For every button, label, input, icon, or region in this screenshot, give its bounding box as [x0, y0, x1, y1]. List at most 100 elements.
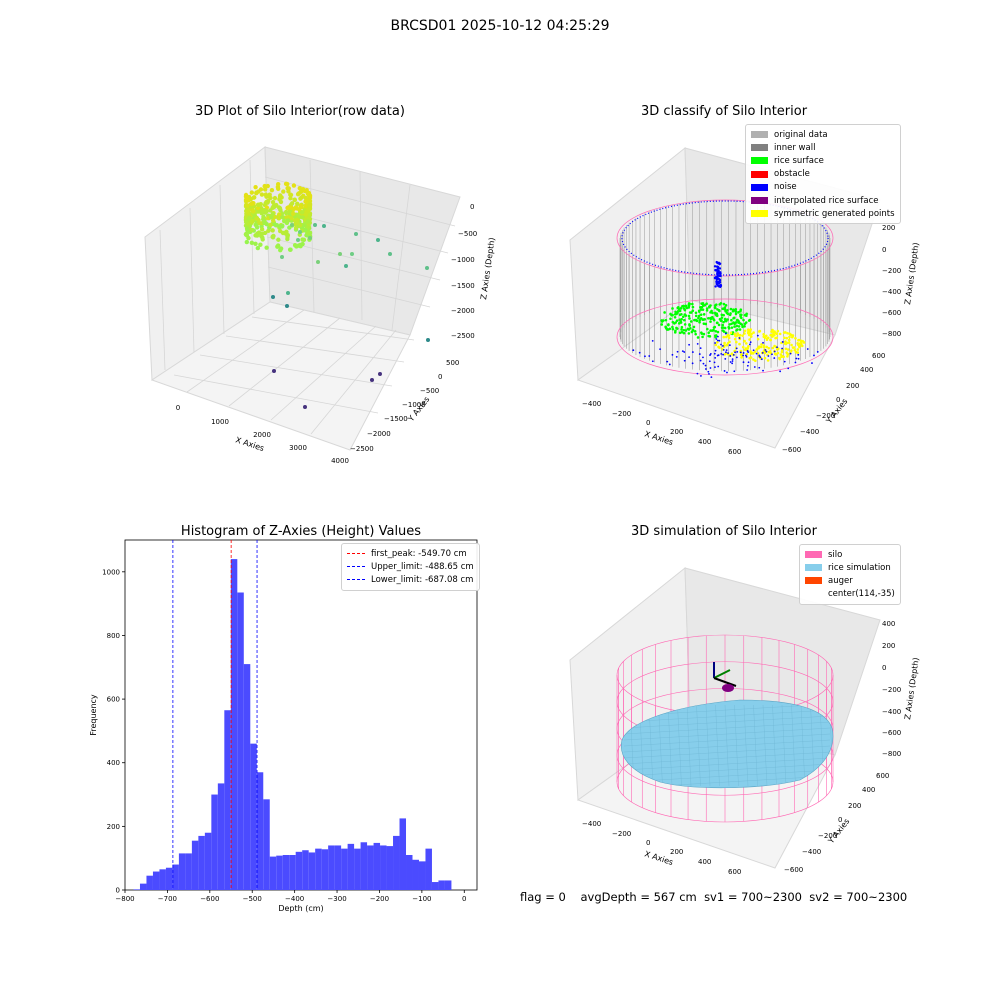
histogram-bar — [172, 864, 179, 890]
raw-point — [313, 223, 317, 227]
classify-y-tick: 200 — [846, 382, 859, 390]
histogram-bar — [354, 848, 361, 890]
sv1-text: sv1 = 700~2300 — [704, 890, 802, 904]
raw-point — [249, 240, 255, 245]
noise-point — [671, 353, 674, 356]
noise-point — [718, 280, 721, 284]
noise-point — [638, 351, 641, 354]
symmetric-point — [749, 328, 753, 331]
rice-surface-point — [732, 321, 735, 325]
noise-point — [749, 341, 752, 344]
rice-surface-point — [722, 320, 725, 324]
rice-surface-point — [703, 318, 707, 321]
raw-point — [266, 194, 271, 199]
noise-point — [718, 284, 721, 288]
noise-point — [715, 278, 719, 281]
raw-point — [270, 234, 275, 239]
histogram-bar — [438, 880, 445, 890]
classify-x-tick: 600 — [728, 448, 741, 456]
symmetric-point — [754, 359, 757, 363]
noise-point — [758, 354, 761, 357]
rice-surface-point — [682, 331, 686, 335]
raw-point — [253, 184, 258, 190]
raw-point — [254, 233, 260, 238]
noise-point — [746, 364, 749, 367]
rice-surface-point — [743, 325, 746, 328]
raw-point — [271, 295, 275, 299]
simulation-x-tick: −200 — [612, 830, 631, 838]
raw-point — [344, 264, 348, 268]
noise-point — [762, 369, 764, 372]
rice-surface-point — [681, 315, 685, 319]
symmetric-point — [756, 337, 760, 341]
symmetric-point — [786, 348, 790, 351]
noise-point — [707, 370, 710, 373]
noise-point — [794, 361, 797, 364]
legend-item: silo — [805, 548, 895, 561]
rice-surface-point — [663, 311, 666, 314]
histogram-y-tick-label: 200 — [107, 823, 120, 831]
symmetric-point — [778, 356, 781, 360]
rice-surface-point — [702, 332, 706, 336]
raw-point — [246, 216, 252, 221]
rice-surface-point — [691, 302, 694, 306]
symmetric-point — [765, 345, 768, 349]
legend-item: original data — [751, 128, 895, 141]
symmetric-point — [743, 332, 746, 335]
noise-point — [713, 265, 717, 268]
rice-surface-point — [720, 316, 724, 319]
rice-surface-point — [743, 313, 747, 317]
symmetric-point — [714, 343, 718, 347]
raw-3d-plot: 0 1000 2000 3000 4000 X Axies 500 0 −500… — [144, 146, 497, 465]
rice-surface-point — [711, 311, 714, 315]
raw-point — [305, 219, 310, 224]
classify-y-tick: −400 — [800, 428, 819, 436]
classify-x-tick: −400 — [582, 400, 601, 408]
noise-point — [722, 345, 724, 347]
raw-z-tick: −1500 — [451, 282, 475, 290]
symmetric-point — [762, 333, 765, 336]
rice-surface-point — [701, 301, 705, 305]
classify-x-tick: 200 — [670, 428, 683, 436]
noise-point — [779, 370, 782, 373]
rice-surface-point — [679, 307, 683, 310]
symmetric-point — [797, 338, 800, 342]
legend-item: auger — [805, 574, 895, 587]
histogram-bar — [347, 843, 355, 890]
rice-surface-point — [723, 306, 727, 309]
rice-surface-point — [697, 310, 701, 313]
raw-point — [254, 191, 259, 196]
symmetric-point — [785, 341, 789, 345]
symmetric-point — [798, 345, 801, 349]
noise-point — [760, 358, 763, 361]
legend-item: first_peak: -549.70 cm — [347, 547, 474, 560]
classify-x-tick: 0 — [646, 419, 650, 427]
histogram-bar — [289, 855, 296, 890]
raw-point — [378, 372, 382, 376]
classify-z-label: Z Axies (Depth) — [903, 242, 921, 305]
raw-y-tick: −2500 — [350, 445, 374, 453]
noise-point — [764, 349, 767, 351]
rice-surface-point — [680, 328, 683, 331]
histogram-y-tick-label: 400 — [107, 759, 120, 767]
rice-surface-point — [706, 317, 710, 320]
rice-surface-point — [678, 331, 682, 335]
raw-y-ticks: 500 0 −500 −1000 −1500 −2000 −2500 — [350, 359, 459, 453]
legend-label: inner wall — [774, 142, 816, 153]
symmetric-point — [798, 342, 802, 345]
symmetric-point — [728, 340, 731, 344]
raw-point — [292, 242, 298, 248]
raw-point — [250, 218, 255, 224]
symmetric-point — [756, 346, 760, 350]
legend-item: Lower_limit: -687.08 cm — [347, 573, 474, 586]
symmetric-point — [763, 356, 767, 360]
raw-point — [297, 223, 303, 228]
histogram-x-tick-label: −100 — [412, 895, 431, 903]
rice-mesh-line — [623, 727, 831, 741]
raw-z-label: Z Axies (Depth) — [479, 237, 497, 300]
noise-point — [696, 342, 699, 345]
noise-point — [795, 357, 798, 360]
symmetric-point — [747, 345, 750, 348]
histogram-bar — [139, 883, 147, 890]
symmetric-point — [793, 346, 796, 349]
